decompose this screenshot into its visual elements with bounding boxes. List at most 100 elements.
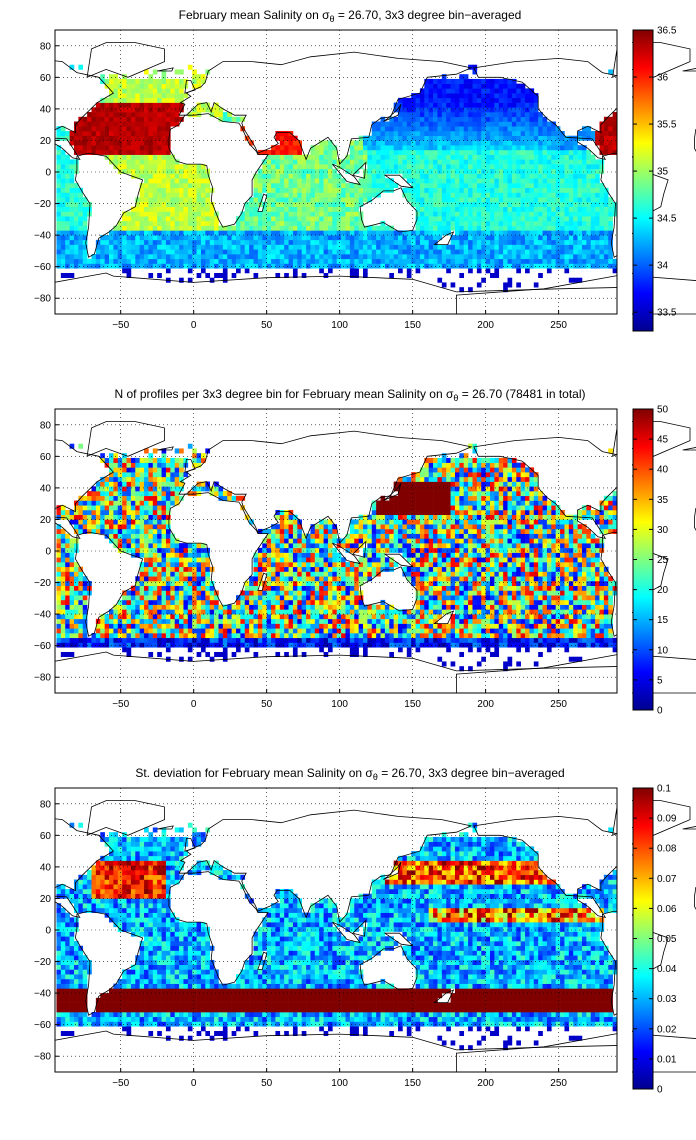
data-cell — [157, 580, 162, 587]
data-cell — [65, 628, 70, 634]
data-cell — [165, 168, 171, 174]
data-cell — [117, 476, 123, 482]
data-cell — [433, 78, 438, 84]
data-cell — [183, 557, 189, 563]
data-cell — [454, 145, 460, 151]
data-cell — [205, 576, 211, 582]
data-cell — [170, 83, 175, 89]
data-cell — [126, 476, 132, 482]
data-cell — [314, 173, 320, 179]
data-cell — [65, 249, 70, 255]
data-cell — [179, 547, 184, 553]
data-cell — [516, 140, 521, 146]
data-cell — [122, 453, 127, 459]
data-cell — [481, 211, 486, 217]
data-cell — [542, 197, 548, 203]
data-cell — [205, 225, 211, 231]
data-cell — [450, 192, 456, 198]
data-cell — [148, 126, 154, 132]
data-cell — [560, 230, 565, 236]
data-cell — [192, 197, 197, 203]
data-cell — [109, 633, 114, 639]
data-cell — [319, 258, 324, 264]
data-cell — [459, 107, 465, 113]
data-cell — [122, 519, 127, 525]
data-cell — [481, 254, 486, 260]
data-cell — [498, 78, 504, 84]
data-cell — [586, 135, 592, 141]
data-cell — [319, 263, 324, 269]
data-cell — [60, 642, 66, 648]
data-cell — [376, 235, 381, 241]
data-cell — [187, 201, 193, 208]
data-cell — [130, 533, 136, 539]
data-cell — [433, 183, 438, 189]
data-cell — [446, 201, 451, 208]
data-cell — [87, 514, 92, 520]
data-cell — [73, 135, 79, 141]
data-cell — [69, 64, 75, 70]
data-cell — [196, 201, 202, 208]
data-cell — [555, 187, 561, 193]
data-cell — [183, 609, 189, 615]
data-cell — [231, 628, 237, 634]
data-cell — [345, 159, 351, 165]
data-cell — [179, 562, 184, 568]
data-cell — [398, 268, 403, 274]
data-cell — [481, 159, 486, 165]
data-cell — [472, 239, 478, 245]
data-cell — [555, 178, 561, 184]
data-cell — [498, 93, 504, 99]
data-cell — [78, 633, 84, 639]
data-cell — [345, 249, 351, 255]
data-cell — [511, 135, 517, 141]
data-cell — [511, 239, 517, 245]
data-cell — [157, 116, 162, 122]
data-cell — [275, 201, 281, 208]
data-cell — [135, 249, 140, 255]
data-cell — [179, 590, 184, 596]
data-cell — [529, 216, 535, 222]
data-cell — [165, 107, 171, 113]
data-cell — [428, 102, 434, 108]
data-cell — [104, 528, 110, 534]
data-cell — [288, 187, 294, 193]
data-cell — [437, 168, 443, 174]
data-cell — [406, 235, 412, 241]
data-cell — [463, 225, 469, 231]
data-cell — [187, 543, 193, 549]
data-cell — [87, 149, 92, 155]
data-cell — [78, 500, 84, 506]
data-cell — [454, 121, 460, 127]
data-cell — [104, 642, 110, 648]
data-cell — [130, 519, 136, 525]
data-cell — [564, 159, 570, 165]
data-cell — [161, 112, 167, 118]
data-cell — [511, 83, 517, 89]
data-cell — [384, 263, 390, 269]
data-cell — [393, 235, 399, 241]
data-cell — [60, 604, 66, 610]
data-cell — [533, 282, 539, 288]
data-cell — [454, 97, 460, 103]
data-cell — [122, 140, 127, 146]
data-cell — [100, 235, 105, 241]
data-cell — [345, 197, 351, 203]
data-cell — [257, 254, 263, 260]
data-cell — [319, 173, 324, 179]
data-cell — [152, 206, 158, 212]
data-cell — [568, 154, 574, 160]
data-cell — [292, 192, 298, 198]
data-cell — [275, 192, 281, 198]
data-cell — [65, 623, 70, 629]
data-cell — [183, 258, 189, 264]
data-cell — [179, 211, 184, 217]
data-cell — [78, 64, 84, 70]
data-cell — [511, 244, 517, 250]
data-cell — [122, 216, 127, 222]
coastline — [178, 51, 473, 165]
data-cell — [485, 201, 491, 208]
data-cell — [170, 159, 175, 165]
data-cell — [292, 140, 298, 146]
